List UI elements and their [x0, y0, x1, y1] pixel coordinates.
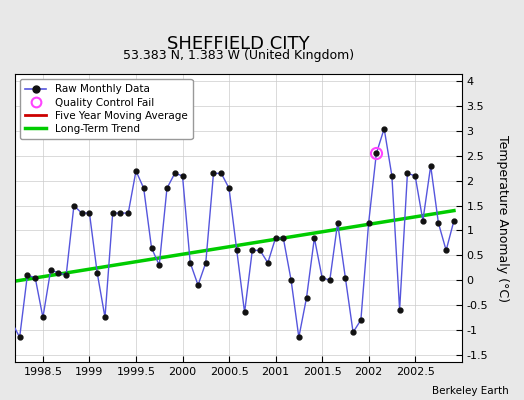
Y-axis label: Temperature Anomaly (°C): Temperature Anomaly (°C): [496, 134, 509, 302]
Title: SHEFFIELD CITY: SHEFFIELD CITY: [167, 35, 310, 53]
Legend: Raw Monthly Data, Quality Control Fail, Five Year Moving Average, Long-Term Tren: Raw Monthly Data, Quality Control Fail, …: [20, 79, 192, 139]
Text: Berkeley Earth: Berkeley Earth: [432, 386, 508, 396]
Text: 53.383 N, 1.383 W (United Kingdom): 53.383 N, 1.383 W (United Kingdom): [123, 50, 354, 62]
